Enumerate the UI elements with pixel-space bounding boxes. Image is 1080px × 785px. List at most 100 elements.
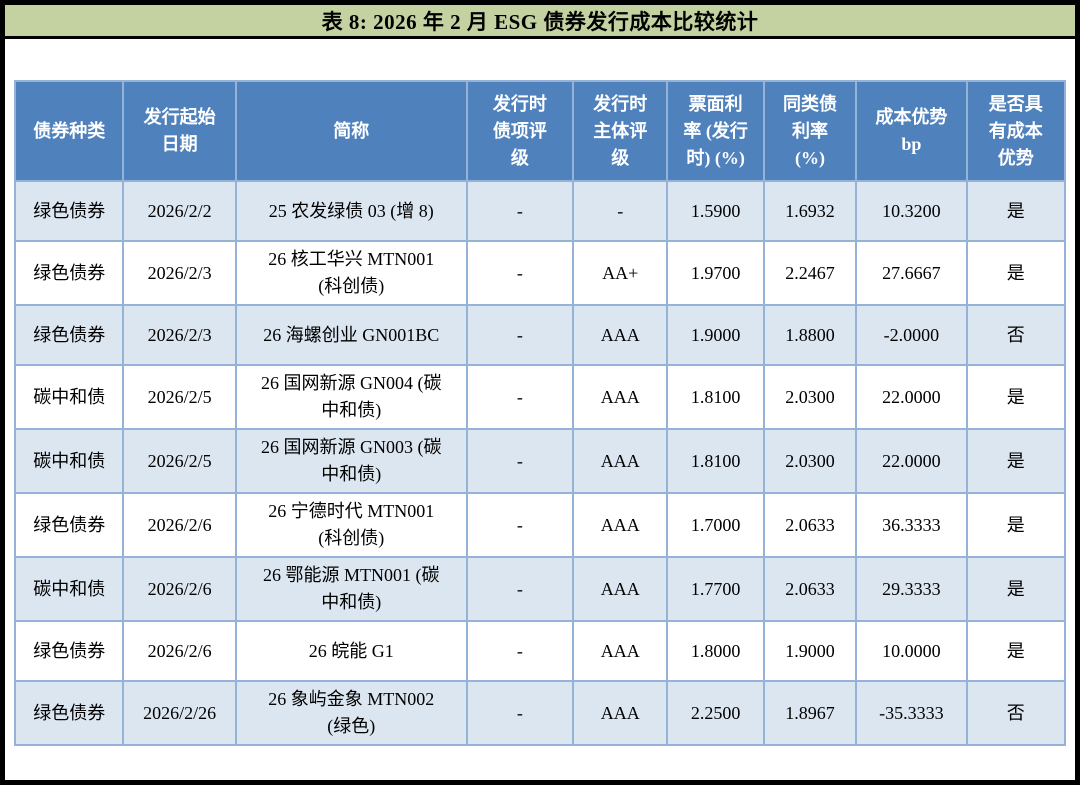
cell-peer-bond-rate: 1.6932 bbox=[762, 180, 858, 242]
cell-bond-rating-at-issue: - bbox=[465, 680, 575, 746]
cell-bond-rating-at-issue: - bbox=[465, 556, 575, 622]
cell-issue-start-date: 2026/2/5 bbox=[122, 364, 237, 430]
column-header-short-name: 简称 bbox=[234, 80, 468, 182]
cell-issue-start-date: 2026/2/2 bbox=[122, 180, 237, 242]
table-body: 绿色债券 2026/2/2 25 农发绿债 03 (增 8) - -1.5900 1.69… bbox=[13, 180, 1067, 746]
cell-short-name: 26 国网新源 GN003 (碳 中和债) bbox=[234, 428, 468, 494]
cell-issue-start-date: 2026/2/6 bbox=[122, 492, 237, 558]
cell-short-name: 26 国网新源 GN004 (碳 中和债) bbox=[234, 364, 468, 430]
cell-bond-rating-at-issue: - bbox=[465, 304, 575, 366]
cell-cost-advantage-bp: -35.3333 bbox=[855, 680, 968, 746]
cell-peer-bond-rate: 2.0633 bbox=[762, 492, 858, 558]
cell-bond-type: 绿色债券 bbox=[13, 180, 125, 242]
header-row: 债券种类 发行起始 日期 简称 发行时 债项评 级发行时 主体评 级票面利 率 (发行… bbox=[13, 80, 1067, 182]
cell-has-cost-advantage: 否 bbox=[965, 304, 1067, 366]
column-header-issuer-rating-at-issue: 发行时 主体评 级 bbox=[572, 80, 669, 182]
cell-issuer-rating-at-issue: AAA bbox=[572, 556, 669, 622]
cell-coupon-rate-at-issue: 1.5900 bbox=[666, 180, 765, 242]
table-row: 绿色债券 2026/2/6 26 宁德时代 MTN001 (科创债) - AAA 1.70… bbox=[13, 492, 1067, 558]
cell-issue-start-date: 2026/2/3 bbox=[122, 240, 237, 306]
cell-bond-rating-at-issue: - bbox=[465, 428, 575, 494]
cell-bond-rating-at-issue: - bbox=[465, 240, 575, 306]
column-header-bond-rating-at-issue: 发行时 债项评 级 bbox=[465, 80, 575, 182]
cell-issue-start-date: 2026/2/26 bbox=[122, 680, 237, 746]
cell-cost-advantage-bp: 27.6667 bbox=[855, 240, 968, 306]
cell-short-name: 25 农发绿债 03 (增 8) bbox=[234, 180, 468, 242]
table-row: 绿色债券 2026/2/6 26 皖能 G1- AAA 1.8000 1.9000 10.0… bbox=[13, 620, 1067, 682]
table-header: 债券种类 发行起始 日期 简称 发行时 债项评 级发行时 主体评 级票面利 率 (发行… bbox=[13, 80, 1067, 182]
table-row: 碳中和债 2026/2/5 26 国网新源 GN004 (碳 中和债) - AAA 1.8… bbox=[13, 364, 1067, 430]
table-row: 绿色债券 2026/2/3 26 海螺创业 GN001BC - AAA 1.9000 1.8… bbox=[13, 304, 1067, 366]
cell-has-cost-advantage: 是 bbox=[965, 620, 1067, 682]
cell-bond-type: 绿色债券 bbox=[13, 304, 125, 366]
cell-coupon-rate-at-issue: 1.7700 bbox=[666, 556, 765, 622]
cell-coupon-rate-at-issue: 1.9000 bbox=[666, 304, 765, 366]
cell-peer-bond-rate: 1.9000 bbox=[762, 620, 858, 682]
cell-peer-bond-rate: 2.0633 bbox=[762, 556, 858, 622]
cell-bond-type: 绿色债券 bbox=[13, 680, 125, 746]
cell-issuer-rating-at-issue: AA+ bbox=[572, 240, 669, 306]
cell-has-cost-advantage: 是 bbox=[965, 428, 1067, 494]
table-container: 债券种类 发行起始 日期 简称 发行时 债项评 级发行时 主体评 级票面利 率 (发行… bbox=[13, 80, 1067, 746]
table-row: 碳中和债 2026/2/5 26 国网新源 GN003 (碳 中和债) - AAA 1.8… bbox=[13, 428, 1067, 494]
column-header-has-cost-advantage: 是否具 有成本 优势 bbox=[965, 80, 1067, 182]
cell-has-cost-advantage: 是 bbox=[965, 364, 1067, 430]
cell-issuer-rating-at-issue: AAA bbox=[572, 680, 669, 746]
cell-coupon-rate-at-issue: 1.8100 bbox=[666, 428, 765, 494]
cell-cost-advantage-bp: 22.0000 bbox=[855, 428, 968, 494]
cell-coupon-rate-at-issue: 1.8100 bbox=[666, 364, 765, 430]
cell-issue-start-date: 2026/2/3 bbox=[122, 304, 237, 366]
cell-short-name: 26 鄂能源 MTN001 (碳 中和债) bbox=[234, 556, 468, 622]
cell-has-cost-advantage: 是 bbox=[965, 492, 1067, 558]
cell-cost-advantage-bp: 29.3333 bbox=[855, 556, 968, 622]
cell-short-name: 26 象屿金象 MTN002 (绿色) bbox=[234, 680, 468, 746]
cell-short-name: 26 皖能 G1 bbox=[234, 620, 468, 682]
column-header-bond-type: 债券种类 bbox=[13, 80, 125, 182]
cell-cost-advantage-bp: -2.0000 bbox=[855, 304, 968, 366]
cell-issuer-rating-at-issue: AAA bbox=[572, 428, 669, 494]
cell-peer-bond-rate: 2.2467 bbox=[762, 240, 858, 306]
cell-peer-bond-rate: 1.8967 bbox=[762, 680, 858, 746]
cell-issue-start-date: 2026/2/6 bbox=[122, 556, 237, 622]
cell-bond-rating-at-issue: - bbox=[465, 364, 575, 430]
cell-peer-bond-rate: 2.0300 bbox=[762, 364, 858, 430]
cell-coupon-rate-at-issue: 1.9700 bbox=[666, 240, 765, 306]
cell-bond-type: 碳中和债 bbox=[13, 428, 125, 494]
cell-bond-rating-at-issue: - bbox=[465, 620, 575, 682]
cell-cost-advantage-bp: 36.3333 bbox=[855, 492, 968, 558]
cell-issuer-rating-at-issue: AAA bbox=[572, 492, 669, 558]
table-row: 绿色债券 2026/2/26 26 象屿金象 MTN002 (绿色) - AAA 2.25… bbox=[13, 680, 1067, 746]
cell-has-cost-advantage: 否 bbox=[965, 680, 1067, 746]
esg-bond-cost-table: 债券种类 发行起始 日期 简称 发行时 债项评 级发行时 主体评 级票面利 率 (发行… bbox=[13, 80, 1067, 746]
table-row: 碳中和债 2026/2/6 26 鄂能源 MTN001 (碳 中和债) - AAA 1.7… bbox=[13, 556, 1067, 622]
cell-bond-type: 碳中和债 bbox=[13, 556, 125, 622]
cell-issue-start-date: 2026/2/6 bbox=[122, 620, 237, 682]
cell-cost-advantage-bp: 10.0000 bbox=[855, 620, 968, 682]
cell-has-cost-advantage: 是 bbox=[965, 180, 1067, 242]
cell-issuer-rating-at-issue: AAA bbox=[572, 620, 669, 682]
cell-cost-advantage-bp: 10.3200 bbox=[855, 180, 968, 242]
table-title-bar: 表 8: 2026 年 2 月 ESG 债券发行成本比较统计 bbox=[5, 5, 1075, 39]
cell-short-name: 26 海螺创业 GN001BC bbox=[234, 304, 468, 366]
cell-bond-type: 碳中和债 bbox=[13, 364, 125, 430]
cell-cost-advantage-bp: 22.0000 bbox=[855, 364, 968, 430]
column-header-issue-start-date: 发行起始 日期 bbox=[122, 80, 237, 182]
column-header-coupon-rate-at-issue: 票面利 率 (发行 时) (%) bbox=[666, 80, 765, 182]
cell-bond-type: 绿色债券 bbox=[13, 620, 125, 682]
cell-peer-bond-rate: 2.0300 bbox=[762, 428, 858, 494]
column-header-peer-bond-rate: 同类债 利率 (%) bbox=[762, 80, 858, 182]
cell-short-name: 26 宁德时代 MTN001 (科创债) bbox=[234, 492, 468, 558]
cell-issue-start-date: 2026/2/5 bbox=[122, 428, 237, 494]
cell-bond-rating-at-issue: - bbox=[465, 180, 575, 242]
cell-coupon-rate-at-issue: 1.7000 bbox=[666, 492, 765, 558]
cell-short-name: 26 核工华兴 MTN001 (科创债) bbox=[234, 240, 468, 306]
table-row: 绿色债券 2026/2/3 26 核工华兴 MTN001 (科创债) - AA+ 1.97… bbox=[13, 240, 1067, 306]
table-title: 表 8: 2026 年 2 月 ESG 债券发行成本比较统计 bbox=[321, 9, 759, 34]
table-row: 绿色债券 2026/2/2 25 农发绿债 03 (增 8) - -1.5900 1.69… bbox=[13, 180, 1067, 242]
cell-bond-rating-at-issue: - bbox=[465, 492, 575, 558]
cell-peer-bond-rate: 1.8800 bbox=[762, 304, 858, 366]
cell-has-cost-advantage: 是 bbox=[965, 556, 1067, 622]
cell-has-cost-advantage: 是 bbox=[965, 240, 1067, 306]
cell-coupon-rate-at-issue: 1.8000 bbox=[666, 620, 765, 682]
